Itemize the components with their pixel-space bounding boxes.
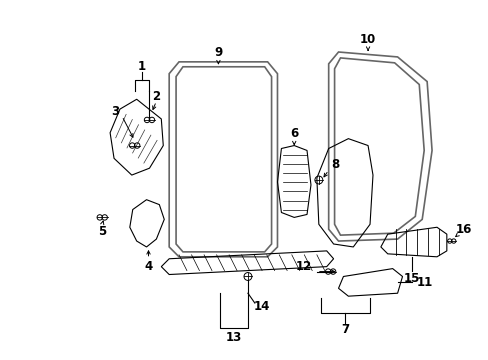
Text: 15: 15 <box>404 272 420 285</box>
Text: 16: 16 <box>454 223 471 236</box>
Text: 6: 6 <box>289 127 298 140</box>
Text: 5: 5 <box>98 225 106 238</box>
Text: 8: 8 <box>331 158 339 171</box>
Text: 13: 13 <box>225 331 242 344</box>
Text: 14: 14 <box>253 300 269 312</box>
Text: 1: 1 <box>138 60 146 73</box>
Text: 3: 3 <box>111 105 119 118</box>
Text: 4: 4 <box>144 260 152 273</box>
Text: 12: 12 <box>295 260 311 273</box>
Text: 7: 7 <box>341 323 349 336</box>
Text: 10: 10 <box>359 33 375 46</box>
Text: 9: 9 <box>214 45 222 59</box>
Text: 2: 2 <box>152 90 160 103</box>
Text: 11: 11 <box>416 276 432 289</box>
